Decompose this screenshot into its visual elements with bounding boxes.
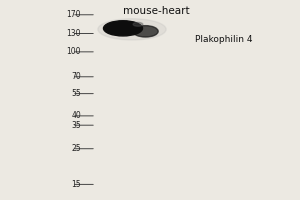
Ellipse shape [98, 19, 166, 40]
Ellipse shape [103, 21, 142, 36]
Text: 40: 40 [71, 111, 81, 120]
Ellipse shape [133, 22, 143, 26]
Text: 55: 55 [71, 89, 81, 98]
Text: 25: 25 [71, 144, 81, 153]
Text: 70: 70 [71, 72, 81, 81]
Text: 170: 170 [67, 10, 81, 19]
Text: 100: 100 [67, 47, 81, 56]
Text: mouse-heart: mouse-heart [123, 6, 189, 16]
Text: 35: 35 [71, 121, 81, 130]
Text: 15: 15 [71, 180, 81, 189]
Ellipse shape [133, 26, 158, 37]
Text: 130: 130 [67, 29, 81, 38]
Text: Plakophilin 4: Plakophilin 4 [195, 35, 253, 44]
